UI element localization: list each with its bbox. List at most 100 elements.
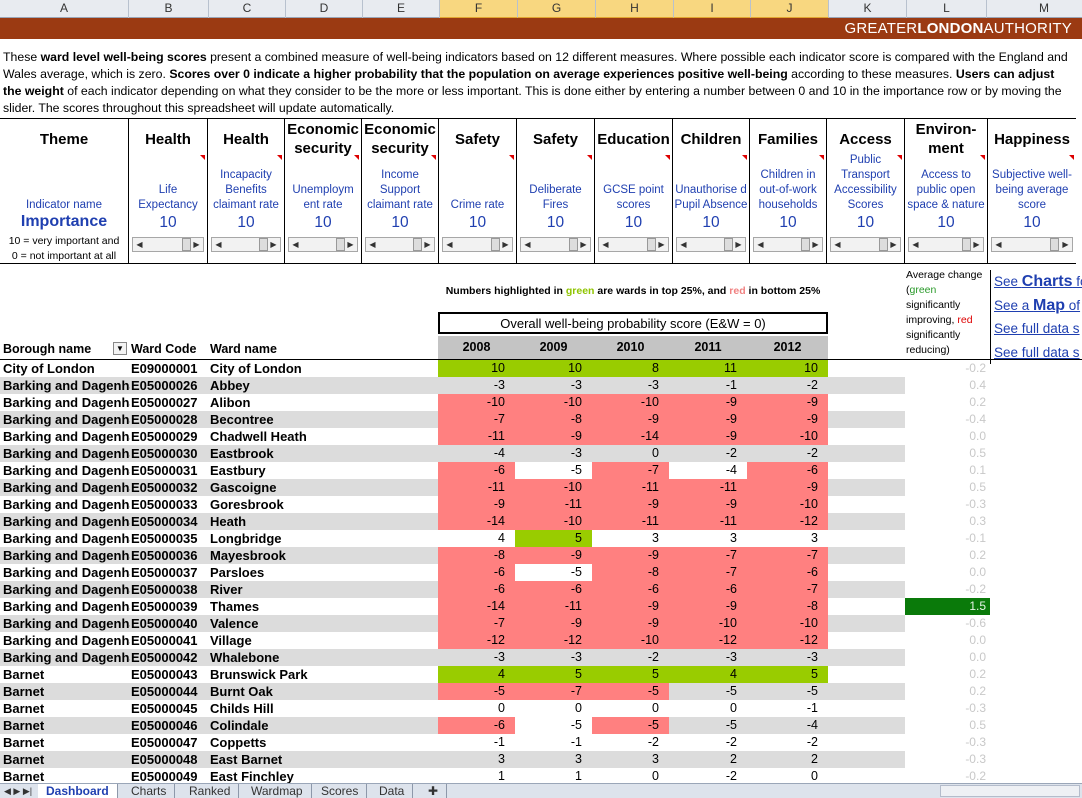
slider-right-arrow-icon[interactable]: ▶	[424, 240, 431, 249]
average-change-cell[interactable]: 0.2	[969, 684, 986, 698]
score-cell[interactable]: -11	[592, 513, 669, 530]
comment-marker-icon[interactable]	[587, 155, 592, 160]
borough-cell[interactable]: Barnet	[3, 667, 45, 682]
score-cell[interactable]: -6	[515, 581, 592, 598]
ward-name-cell[interactable]: Brunswick Park	[210, 667, 308, 682]
score-cell[interactable]: 1	[575, 769, 582, 783]
score-cell[interactable]: 0	[575, 701, 582, 715]
score-cell[interactable]: -9	[669, 496, 747, 513]
score-cell[interactable]: -3	[647, 378, 659, 392]
borough-cell[interactable]: Barking and Dagenham	[3, 565, 130, 580]
slider-left-arrow-icon[interactable]: ◀	[369, 240, 376, 249]
ward-code-cell[interactable]: E05000041	[131, 633, 198, 648]
ward-code-cell[interactable]: E05000046	[131, 718, 198, 733]
importance-weight-input[interactable]: 10	[779, 214, 797, 231]
score-cell[interactable]: -14	[438, 513, 515, 530]
average-change-cell[interactable]: -0.2	[965, 582, 986, 596]
score-cell[interactable]: -6	[438, 717, 515, 734]
score-cell[interactable]: 5	[515, 530, 592, 547]
score-cell[interactable]: -9	[669, 598, 747, 615]
borough-cell[interactable]: Barking and Dagenham	[3, 480, 130, 495]
ward-name-cell[interactable]: River	[210, 582, 243, 597]
score-cell[interactable]: -3	[570, 378, 582, 392]
column-letter[interactable]: M	[987, 0, 1082, 18]
score-cell[interactable]: 11	[669, 360, 747, 377]
comment-marker-icon[interactable]	[200, 155, 205, 160]
score-cell[interactable]: -7	[515, 683, 592, 700]
ward-name-cell[interactable]: Burnt Oak	[210, 684, 273, 699]
score-cell[interactable]: 5	[515, 666, 592, 683]
slider-thumb[interactable]	[724, 238, 733, 251]
column-letter[interactable]: H	[596, 0, 674, 18]
ward-code-cell[interactable]: E05000032	[131, 480, 198, 495]
average-change-cell[interactable]: 0.2	[969, 548, 986, 562]
tab-nav-arrows-icon[interactable]: ◀ ▶ ▶|	[4, 786, 33, 796]
average-change-cell[interactable]: 0.2	[969, 667, 986, 681]
score-cell[interactable]: -5	[515, 717, 592, 734]
score-cell[interactable]: -9	[515, 547, 592, 564]
comment-marker-icon[interactable]	[1069, 155, 1074, 160]
score-cell[interactable]: -9	[592, 615, 669, 632]
insert-sheet-icon[interactable]: ✚	[420, 784, 448, 798]
ward-name-cell[interactable]: Gascoigne	[210, 480, 277, 495]
slider-right-arrow-icon[interactable]: ▶	[502, 240, 509, 249]
slider-right-arrow-icon[interactable]: ▶	[890, 240, 897, 249]
column-letter[interactable]: J	[751, 0, 829, 18]
sheet-tab[interactable]: Charts	[123, 784, 176, 798]
score-cell[interactable]: 3	[575, 752, 582, 766]
ward-code-cell[interactable]: E05000028	[131, 412, 198, 427]
slider-thumb[interactable]	[962, 238, 971, 251]
score-cell[interactable]: -6	[438, 462, 515, 479]
ward-name-cell[interactable]: Childs Hill	[210, 701, 274, 716]
score-cell[interactable]: -10	[747, 496, 828, 513]
sheet-tab[interactable]: Wardmap	[243, 784, 312, 798]
score-cell[interactable]: -8	[592, 564, 669, 581]
sheet-tab[interactable]: Data	[371, 784, 414, 798]
column-letter[interactable]: K	[829, 0, 907, 18]
average-change-cell[interactable]: 0.3	[969, 514, 986, 528]
ward-name-cell[interactable]: Goresbrook	[210, 497, 284, 512]
see-charts-link[interactable]: See Charts fo	[994, 273, 1082, 290]
slider-thumb[interactable]	[879, 238, 888, 251]
score-cell[interactable]: -10	[747, 615, 828, 632]
importance-weight-input[interactable]: 10	[937, 214, 955, 231]
score-cell[interactable]: -10	[515, 513, 592, 530]
score-cell[interactable]: 0	[652, 446, 659, 460]
score-cell[interactable]: -11	[515, 496, 592, 513]
score-cell[interactable]: -11	[669, 479, 747, 496]
score-cell[interactable]: 3	[652, 531, 659, 545]
score-cell[interactable]: -2	[725, 769, 737, 783]
column-letter[interactable]: E	[363, 0, 440, 18]
score-cell[interactable]: -5	[725, 718, 737, 732]
score-cell[interactable]: -8	[747, 598, 828, 615]
slider-left-arrow-icon[interactable]: ◀	[995, 240, 1002, 249]
ward-code-cell[interactable]: E05000048	[131, 752, 198, 767]
importance-slider[interactable]: ◀ ▶	[520, 237, 591, 252]
score-cell[interactable]: -2	[806, 735, 818, 749]
horizontal-scrollbar[interactable]	[940, 785, 1080, 797]
score-cell[interactable]: -9	[438, 496, 515, 513]
slider-left-arrow-icon[interactable]: ◀	[602, 240, 609, 249]
score-cell[interactable]: -7	[747, 581, 828, 598]
score-cell[interactable]: 4	[669, 666, 747, 683]
score-cell[interactable]: -3	[570, 446, 582, 460]
score-cell[interactable]: -2	[725, 446, 737, 460]
score-cell[interactable]: 2	[730, 752, 737, 766]
importance-weight-input[interactable]: 10	[624, 214, 643, 231]
score-cell[interactable]: -11	[438, 428, 515, 445]
borough-cell[interactable]: Barking and Dagenham	[3, 497, 130, 512]
borough-cell[interactable]: Barking and Dagenham	[3, 446, 130, 461]
score-cell[interactable]: -9	[515, 428, 592, 445]
ward-name-cell[interactable]: Mayesbrook	[210, 548, 286, 563]
score-cell[interactable]: 0	[498, 701, 505, 715]
slider-left-arrow-icon[interactable]: ◀	[680, 240, 687, 249]
slider-left-arrow-icon[interactable]: ◀	[292, 240, 299, 249]
score-cell[interactable]: 2	[811, 752, 818, 766]
score-cell[interactable]: -1	[725, 378, 737, 392]
ward-name-cell[interactable]: Coppetts	[210, 735, 267, 750]
score-cell[interactable]: -3	[806, 650, 818, 664]
score-cell[interactable]: -6	[438, 581, 515, 598]
score-cell[interactable]: -12	[669, 632, 747, 649]
borough-cell[interactable]: Barnet	[3, 701, 45, 716]
comment-marker-icon[interactable]	[897, 155, 902, 160]
